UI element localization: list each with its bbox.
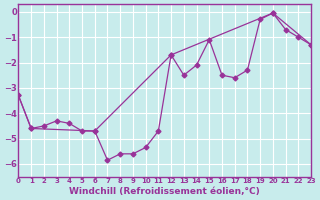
X-axis label: Windchill (Refroidissement éolien,°C): Windchill (Refroidissement éolien,°C): [69, 187, 260, 196]
